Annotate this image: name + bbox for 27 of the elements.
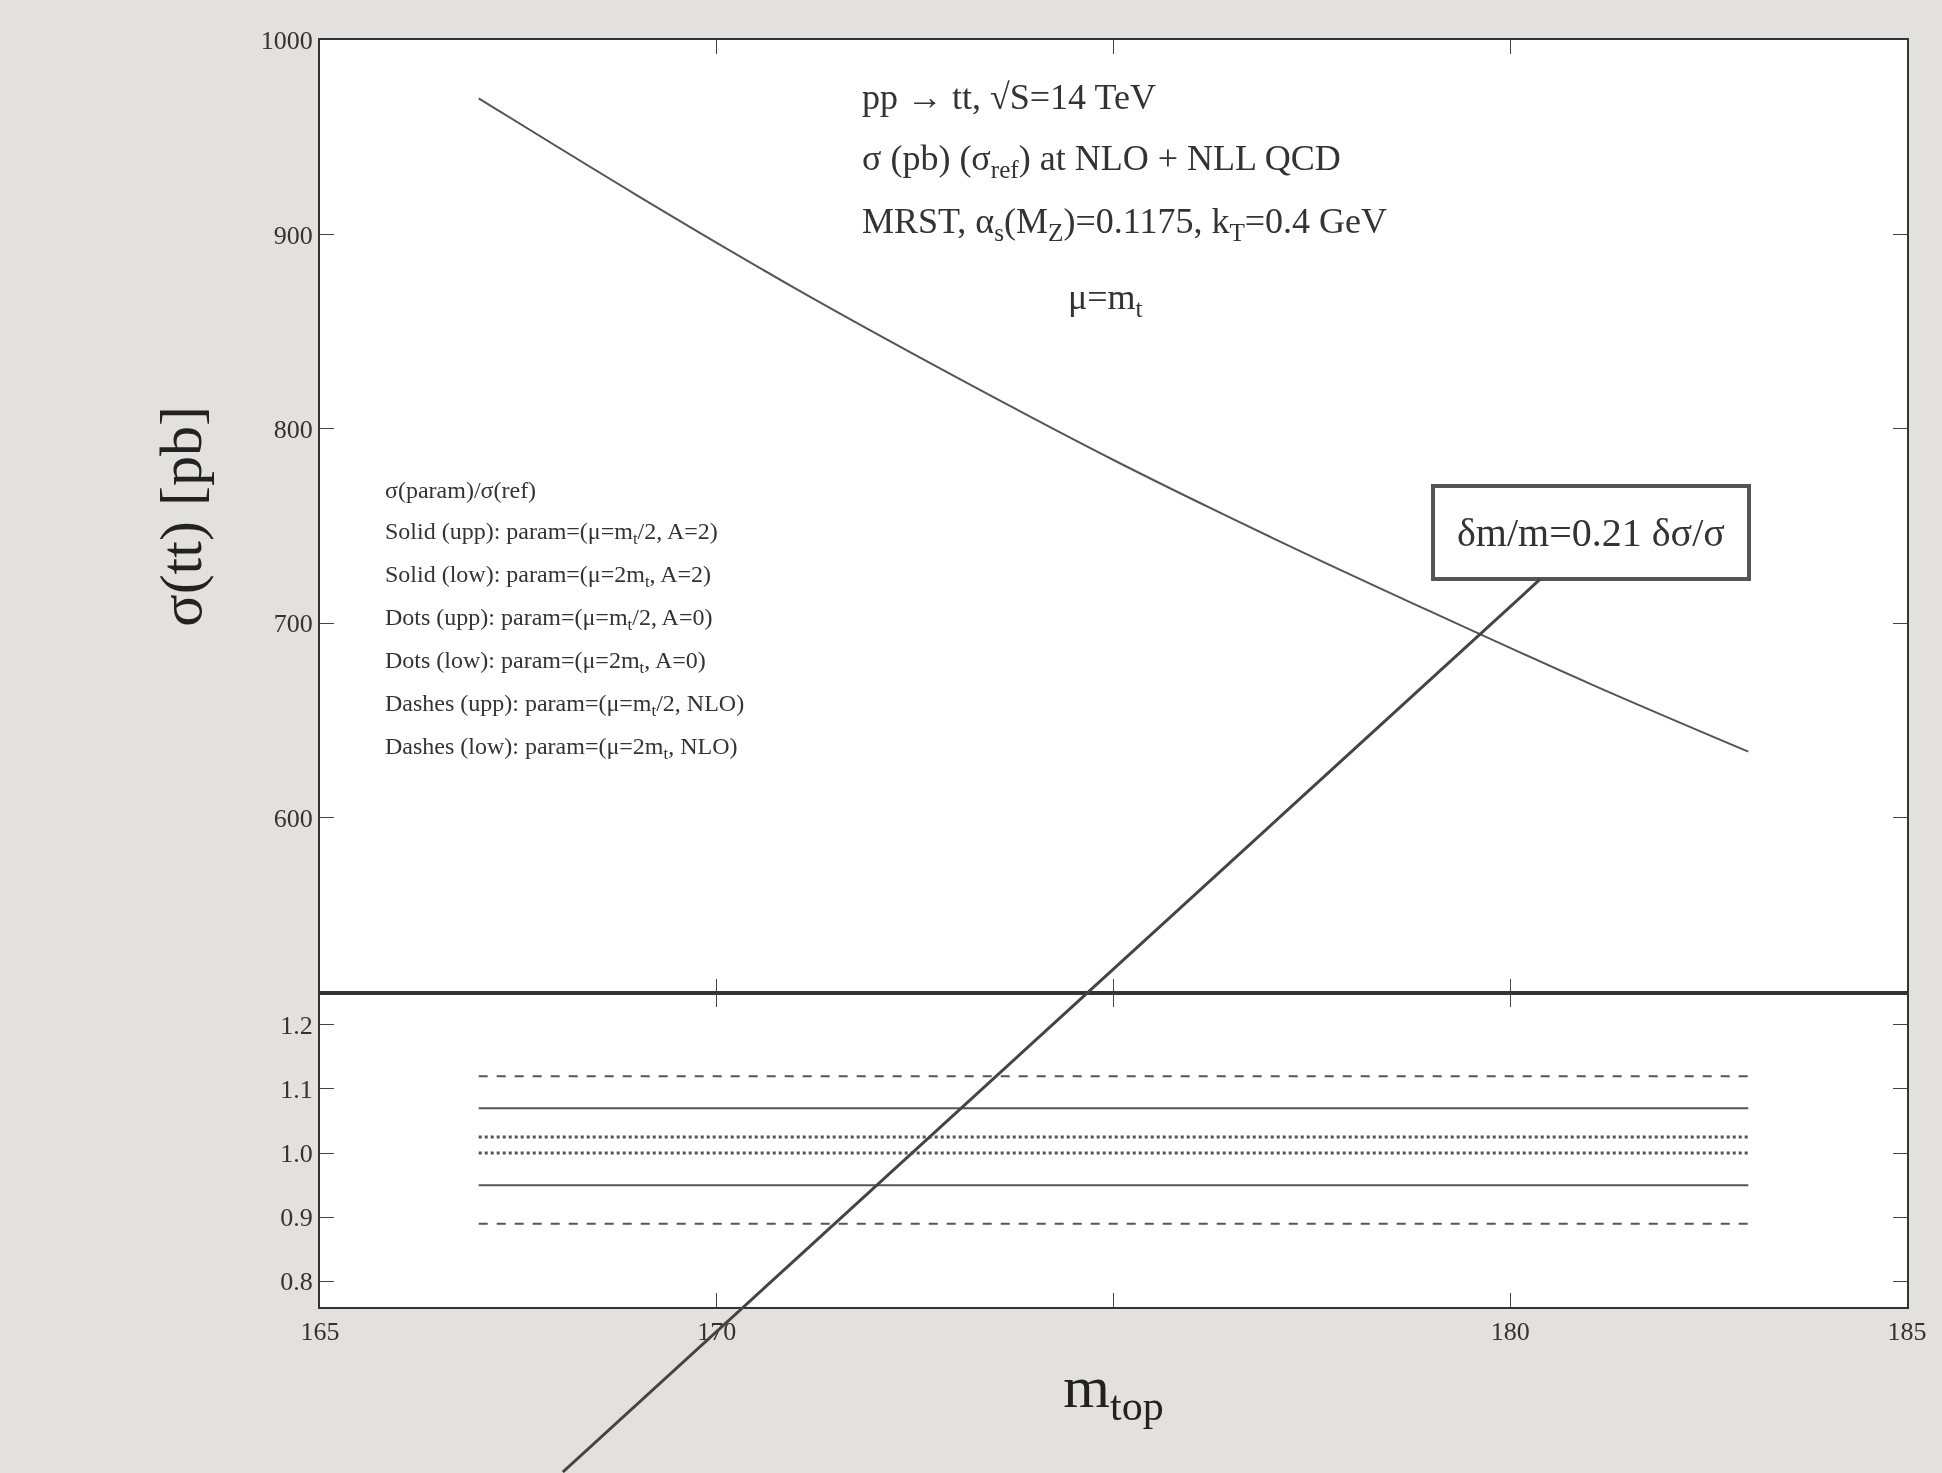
y-tick-label: 900	[273, 220, 313, 250]
y-tick-label: 1.0	[280, 1139, 313, 1169]
y-tick-label: 0.9	[280, 1203, 313, 1233]
annotation: μ=m$_{t}$	[1068, 277, 1143, 322]
y-tick-label: 800	[273, 414, 313, 444]
annotation: σ (pb) (σ$_{ref}$) at NLO + NLL QCD	[862, 138, 1341, 183]
annotation: σ(param)/σ(ref)	[385, 477, 537, 503]
annotation: δm/m=0.21 δσ/σ	[1457, 510, 1725, 555]
annotation: Dashes (upp): param=(μ=m$_{t}$/2, NLO)	[385, 690, 745, 721]
y-tick-label: 1000	[260, 26, 313, 56]
x-tick-label: 185	[1887, 1317, 1927, 1347]
annotation: Solid (low): param=(μ=2m$_{t}$, A=2)	[385, 561, 712, 592]
x-tick-label: 180	[1490, 1317, 1530, 1347]
y-tick-label: 0.8	[280, 1267, 313, 1297]
y-axis-title: σ(tt) [pb]	[147, 406, 214, 627]
y-tick-label: 600	[273, 803, 313, 833]
annotation: Solid (upp): param=(μ=m$_{t}$/2, A=2)	[385, 518, 718, 549]
y-tick-label: 1.2	[280, 1010, 313, 1040]
x-tick-label: 165	[300, 1317, 340, 1347]
x-axis-title: m$_{top}$	[1063, 1354, 1164, 1429]
annotation: MRST, α$_{s}$(M$_{Z}$)=0.1175, k$_{T}$=0.4 GeV	[862, 201, 1388, 246]
y-tick-label: 1.1	[280, 1075, 313, 1105]
annotation: pp → tt, √S=14 TeV	[862, 77, 1156, 117]
annotation: Dashes (low): param=(μ=2m$_{t}$, NLO)	[385, 733, 738, 764]
annotation: Dots (upp): param=(μ=m$_{t}$/2, A=0)	[385, 604, 713, 635]
y-tick-label: 700	[273, 609, 313, 639]
annotation: Dots (low): param=(μ=2m$_{t}$, A=0)	[385, 647, 706, 678]
